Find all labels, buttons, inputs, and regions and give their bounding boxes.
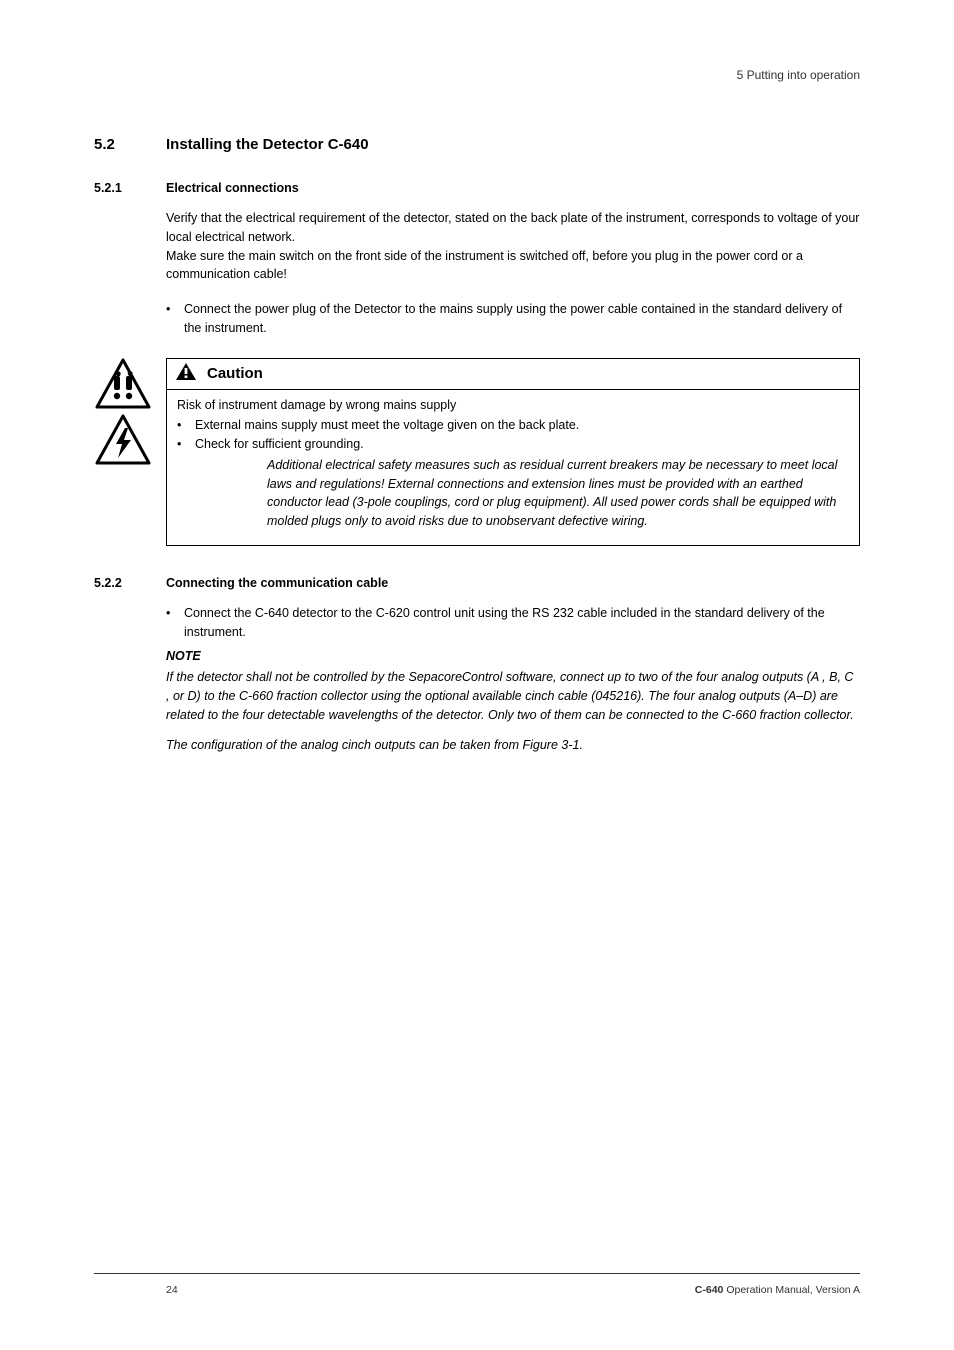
page-footer: 24 C-640 Operation Manual, Version A xyxy=(94,1273,860,1296)
body-paragraph: Verify that the electrical requirement o… xyxy=(166,211,859,244)
caution-italic-text: Additional electrical safety measures su… xyxy=(267,456,849,531)
warning-exclamation-icon xyxy=(94,358,152,410)
note-text: If the detector shall not be controlled … xyxy=(166,668,860,724)
caution-bullet-text: Check for sufficient grounding. xyxy=(195,435,364,454)
bullet-marker: • xyxy=(177,435,195,454)
page-header-chapter: 5 Putting into operation xyxy=(94,68,860,82)
bullet-text: Connect the C-640 detector to the C-620 … xyxy=(184,604,860,642)
bullet-marker: • xyxy=(166,604,184,642)
subsection-number: 5.2.1 xyxy=(94,181,166,195)
subsection-number: 5.2.2 xyxy=(94,576,166,590)
doc-version: C-640 Operation Manual, Version A xyxy=(695,1284,860,1296)
subsection-title: Connecting the communication cable xyxy=(166,576,388,590)
section-number: 5.2 xyxy=(94,136,166,153)
caution-label: Caution xyxy=(207,365,263,382)
note-label: NOTE xyxy=(166,647,860,666)
body-paragraph: Make sure the main switch on the front s… xyxy=(166,249,803,282)
caution-risk-text: Risk of instrument damage by wrong mains… xyxy=(177,396,849,415)
caution-box: Caution Risk of instrument damage by wro… xyxy=(166,358,860,546)
note-text: The configuration of the analog cinch ou… xyxy=(166,736,860,755)
bullet-marker: • xyxy=(166,300,184,338)
subsection-title: Electrical connections xyxy=(166,181,299,195)
bullet-marker: • xyxy=(177,416,195,435)
bullet-text: Connect the power plug of the Detector t… xyxy=(184,300,860,338)
section-title: Installing the Detector C-640 xyxy=(166,136,369,153)
caution-bullet-text: External mains supply must meet the volt… xyxy=(195,416,579,435)
electrical-hazard-icon xyxy=(94,414,152,466)
page-number: 24 xyxy=(166,1284,178,1296)
caution-icon-column xyxy=(94,358,166,546)
caution-header-icon xyxy=(175,362,197,386)
